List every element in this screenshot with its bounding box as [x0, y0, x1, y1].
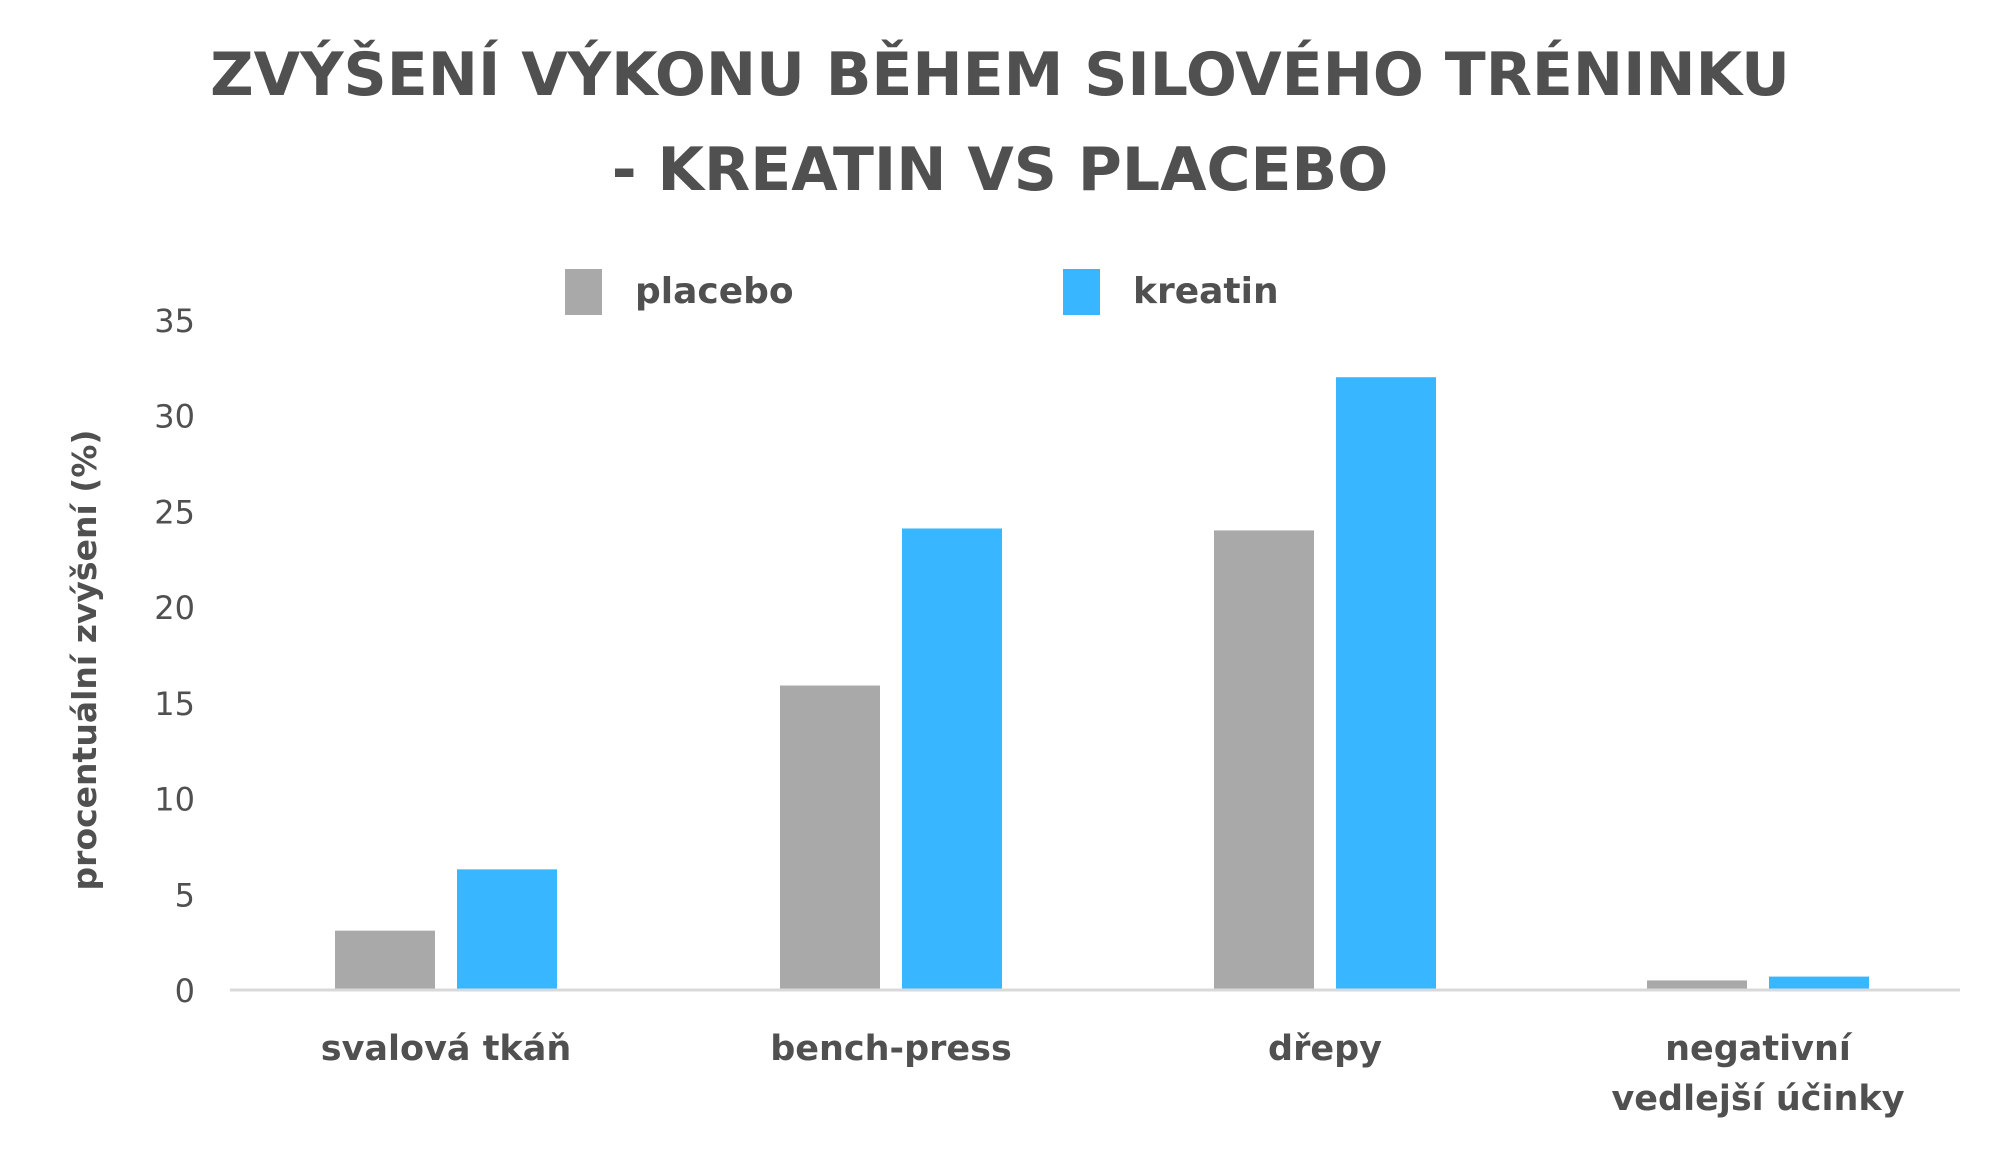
bars	[335, 377, 1869, 990]
y-tick-label: 15	[154, 685, 195, 723]
y-tick-label: 20	[154, 589, 195, 627]
bar-kreatin-3	[1336, 377, 1436, 990]
y-tick-label: 35	[154, 302, 195, 340]
y-tick-label: 0	[175, 972, 195, 1010]
x-category-label: bench-press	[770, 1029, 1012, 1069]
x-category-label: svalová tkáň	[321, 1029, 571, 1069]
y-tick-label: 5	[175, 876, 195, 914]
y-axis: 0 5 10 15 20 25 30 35 procentuální zvýšení (%)	[65, 302, 195, 1010]
x-category-label: negativní	[1665, 1029, 1853, 1069]
legend-swatch-kreatin	[1063, 269, 1100, 315]
x-axis: svalová tkáň bench-press dřepy negativní ved…	[230, 988, 1960, 1119]
chart-title-line-2: - KREATIN VS PLACEBO	[612, 135, 1389, 205]
chart-title-line-1: ZVÝŠENÍ VÝKONU BĚHEM SILOVÉHO TRÉNINKU	[210, 38, 1790, 110]
x-category-label: dřepy	[1268, 1029, 1382, 1069]
bar-placebo-3	[1214, 530, 1314, 990]
chart-title: ZVÝŠENÍ VÝKONU BĚHEM SILOVÉHO TRÉNINKU - …	[210, 38, 1790, 205]
legend-swatch-placebo	[565, 269, 602, 315]
y-tick-label: 25	[154, 493, 195, 531]
legend-label-kreatin: kreatin	[1133, 271, 1279, 312]
y-tick-label: 30	[154, 398, 195, 436]
bar-kreatin-1	[457, 869, 557, 990]
bar-placebo-2	[780, 685, 880, 990]
bar-kreatin-2	[902, 528, 1002, 990]
bar-kreatin-4	[1769, 976, 1869, 990]
bar-placebo-4	[1647, 980, 1747, 990]
chart-legend: placebo kreatin	[565, 269, 1279, 315]
x-category-label: vedlejší účinky	[1611, 1079, 1904, 1119]
legend-label-placebo: placebo	[635, 271, 794, 312]
y-tick-label: 10	[154, 781, 195, 819]
bar-placebo-1	[335, 930, 435, 990]
y-axis-title: procentuální zvýšení (%)	[65, 430, 104, 891]
